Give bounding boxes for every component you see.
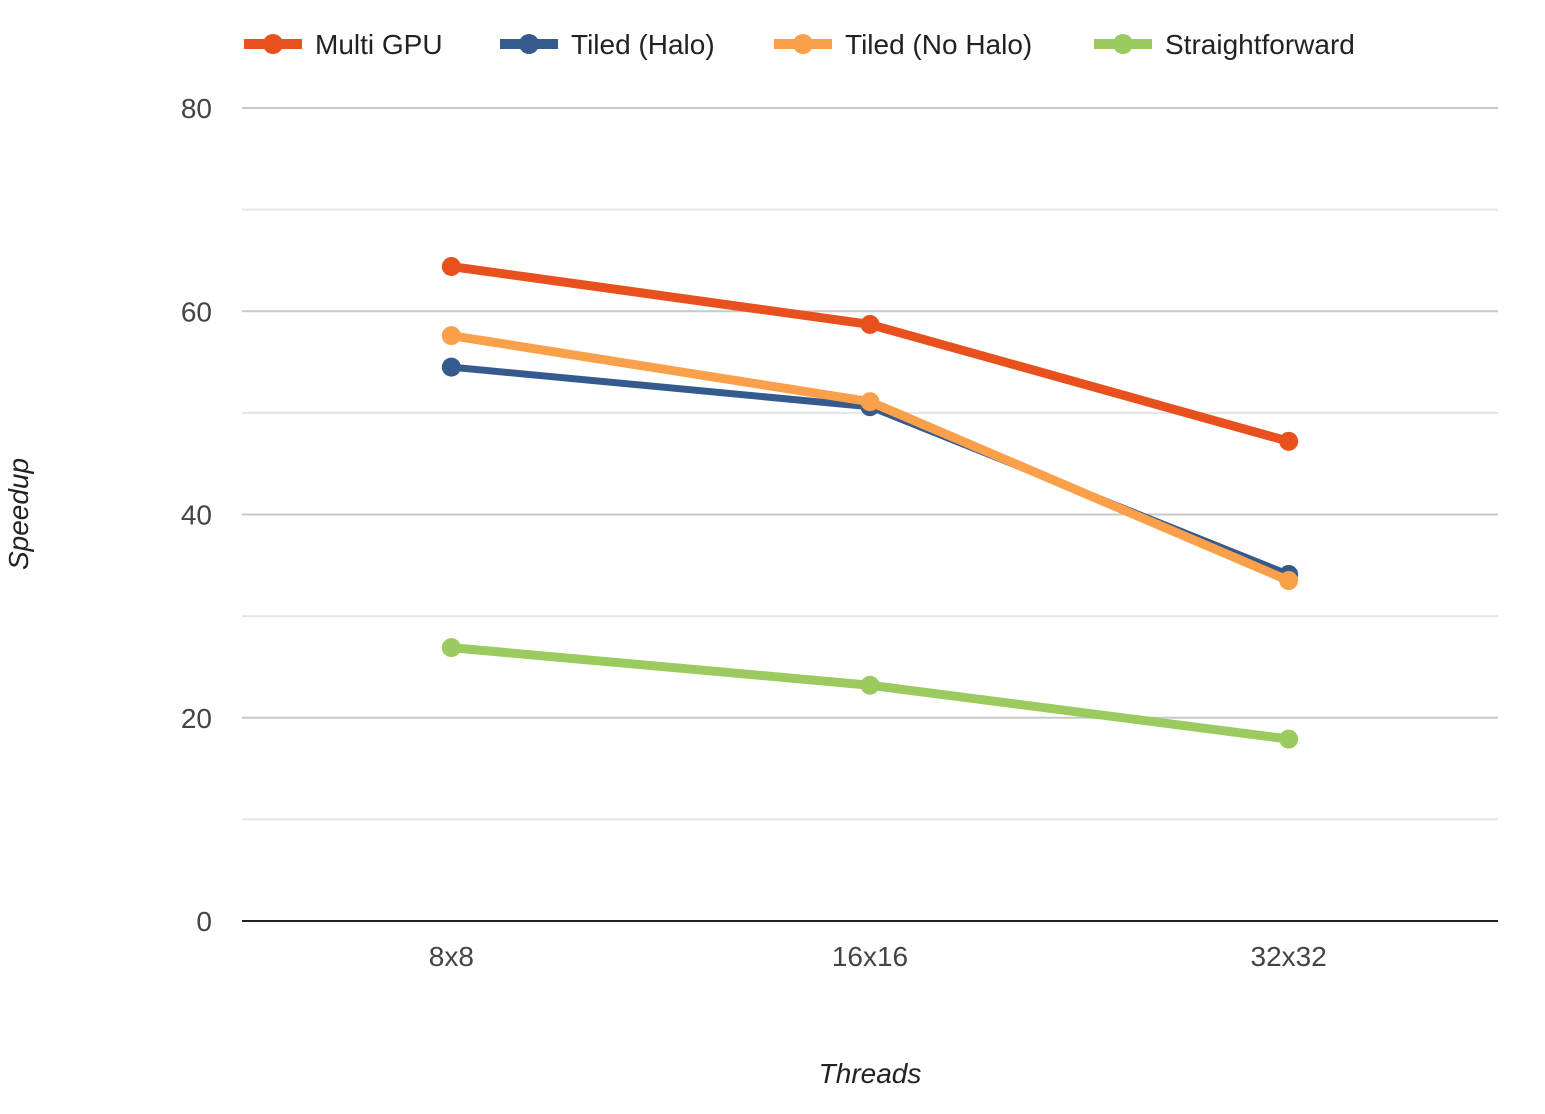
legend-swatch-marker xyxy=(263,34,283,54)
data-point xyxy=(860,314,880,334)
y-tick-label: 60 xyxy=(181,296,212,327)
data-point xyxy=(441,638,461,658)
data-point xyxy=(860,392,880,412)
x-axis-title: Threads xyxy=(819,1058,922,1089)
x-tick-labels: 8x8 16x16 32x32 xyxy=(429,941,1327,972)
series-2 xyxy=(441,326,1299,591)
data-point xyxy=(1279,729,1299,749)
legend-label: Straightforward xyxy=(1165,29,1355,60)
y-tick-labels: 0 20 40 60 80 xyxy=(181,93,212,937)
legend-swatch-marker xyxy=(519,34,539,54)
series-0 xyxy=(441,257,1299,451)
series-line xyxy=(446,331,1294,586)
series-group xyxy=(441,257,1299,749)
legend-label: Tiled (No Halo) xyxy=(845,29,1032,60)
grid-lines xyxy=(242,107,1498,821)
legend-item: Multi GPU xyxy=(244,29,443,60)
y-tick-label: 0 xyxy=(196,906,212,937)
y-tick-label: 80 xyxy=(181,93,212,124)
data-point xyxy=(441,257,461,277)
legend-item: Tiled (No Halo) xyxy=(774,29,1032,60)
data-point xyxy=(441,326,461,346)
legend-item: Tiled (Halo) xyxy=(500,29,715,60)
y-axis-title: Speedup xyxy=(3,458,34,570)
legend-label: Multi GPU xyxy=(315,29,443,60)
x-tick-label: 8x8 xyxy=(429,941,474,972)
series-3 xyxy=(441,638,1299,749)
legend-swatch-marker xyxy=(793,34,813,54)
data-point xyxy=(1279,571,1299,591)
legend-item: Straightforward xyxy=(1094,29,1355,60)
data-point xyxy=(441,357,461,377)
legend-label: Tiled (Halo) xyxy=(571,29,715,60)
x-tick-label: 16x16 xyxy=(832,941,908,972)
y-tick-label: 40 xyxy=(181,500,212,531)
data-point xyxy=(860,675,880,695)
legend-swatch-marker xyxy=(1113,34,1133,54)
series-1 xyxy=(441,357,1299,584)
data-point xyxy=(1279,431,1299,451)
y-tick-label: 20 xyxy=(181,703,212,734)
x-tick-label: 32x32 xyxy=(1251,941,1327,972)
legend: Multi GPU Tiled (Halo) Tiled (No Halo) Stra… xyxy=(244,29,1355,60)
